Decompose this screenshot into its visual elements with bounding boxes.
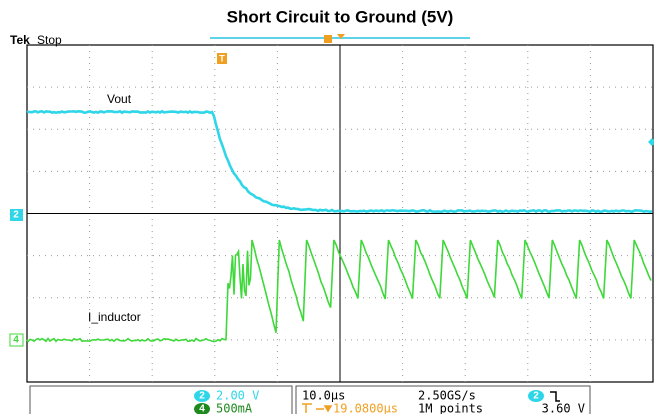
ch2-badge-text: 2	[199, 391, 205, 402]
title: Short Circuit to Ground (5V)	[227, 7, 454, 26]
timebase: 10.0µs	[302, 389, 345, 403]
vout-label: Vout	[107, 92, 132, 106]
record-length: 1M points	[418, 402, 483, 414]
ch4-scale: 500mA	[216, 402, 253, 414]
trigger-position: 19.0800µs	[333, 402, 398, 414]
ch4-badge-text: 4	[199, 404, 205, 414]
scope-screen: Short Circuit to Ground (5V) Tek Stop T …	[0, 0, 654, 414]
trigger-level: 3.60 V	[542, 402, 585, 414]
trig-src: 2	[533, 391, 539, 402]
record-pos	[324, 35, 332, 43]
inductor-label: I_inductor	[88, 310, 141, 324]
sample-rate: 2.50GS/s	[418, 389, 476, 403]
off-screen-marker	[648, 138, 654, 146]
ch4-ground-label: 4	[13, 335, 19, 346]
ch2-ground-label: 2	[13, 210, 19, 221]
ch2-scale: 2.00 V	[216, 389, 259, 403]
trigger-letter: T	[219, 53, 225, 63]
